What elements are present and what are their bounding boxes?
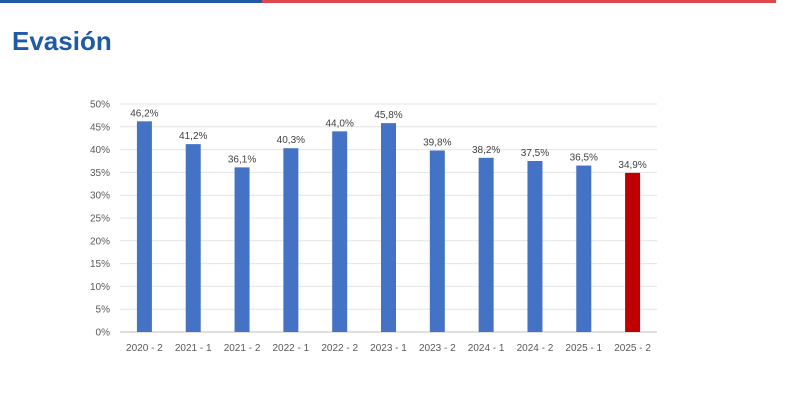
y-tick-label: 25%: [90, 214, 110, 225]
data-label: 39,8%: [423, 138, 451, 149]
x-axis-tick-labels: 2020 - 2 2021 - 1 2021 - 2 2022 - 1 2022 - 2…: [126, 343, 651, 354]
x-tick-label: 2024 - 2: [517, 343, 554, 354]
x-tick-label: 2020 - 2: [126, 343, 163, 354]
y-tick-label: 10%: [90, 282, 110, 293]
data-label: 46,2%: [130, 108, 158, 119]
data-label: 36,5%: [570, 153, 598, 164]
data-label: 44,0%: [326, 118, 354, 129]
data-label: 38,2%: [472, 145, 500, 156]
bar: [527, 161, 543, 332]
data-label: 34,9%: [618, 160, 646, 171]
bar: [429, 150, 445, 332]
data-label: 45,8%: [374, 110, 402, 121]
x-tick-label: 2025 - 2: [614, 343, 651, 354]
bar: [283, 148, 299, 332]
x-tick-label: 2023 - 2: [419, 343, 456, 354]
bar: [185, 144, 201, 332]
bar: [136, 121, 152, 332]
bar: [332, 131, 348, 332]
y-tick-label: 30%: [90, 191, 110, 202]
data-label: 41,2%: [179, 131, 207, 142]
x-tick-label: 2025 - 1: [565, 343, 602, 354]
y-tick-label: 50%: [90, 100, 110, 111]
x-tick-label: 2022 - 1: [273, 343, 310, 354]
bar: [625, 172, 641, 332]
x-tick-label: 2021 - 2: [224, 343, 261, 354]
bar: [381, 123, 396, 332]
x-tick-label: 2022 - 2: [321, 343, 358, 354]
data-label: 40,3%: [277, 135, 305, 146]
data-labels: 46,2% 41,2% 36,1% 40,3% 44,0% 45,8% 39,8% 38,2%…: [130, 108, 647, 171]
bar: [478, 157, 494, 332]
x-tick-label: 2023 - 1: [370, 343, 407, 354]
bars: [136, 121, 641, 332]
slide-title: Evasión: [12, 26, 112, 56]
y-tick-label: 5%: [96, 305, 111, 316]
y-tick-label: 20%: [90, 236, 110, 247]
y-tick-label: 40%: [90, 145, 110, 156]
y-tick-label: 45%: [90, 122, 110, 133]
data-label: 37,5%: [521, 148, 549, 159]
x-tick-label: 2024 - 1: [468, 343, 505, 354]
data-label: 36,1%: [228, 154, 256, 165]
y-axis-tick-labels: 0% 5% 10% 15% 20% 25% 30% 35% 40% 45% 50%: [90, 100, 110, 339]
x-tick-label: 2021 - 1: [175, 343, 212, 354]
y-tick-label: 35%: [90, 168, 110, 179]
top-accent-bar-blue: [0, 0, 262, 3]
bar: [576, 165, 592, 332]
y-tick-label: 0%: [96, 328, 111, 339]
y-tick-label: 15%: [90, 259, 110, 270]
bar: [234, 167, 250, 332]
top-accent-bar-red: [262, 0, 776, 3]
